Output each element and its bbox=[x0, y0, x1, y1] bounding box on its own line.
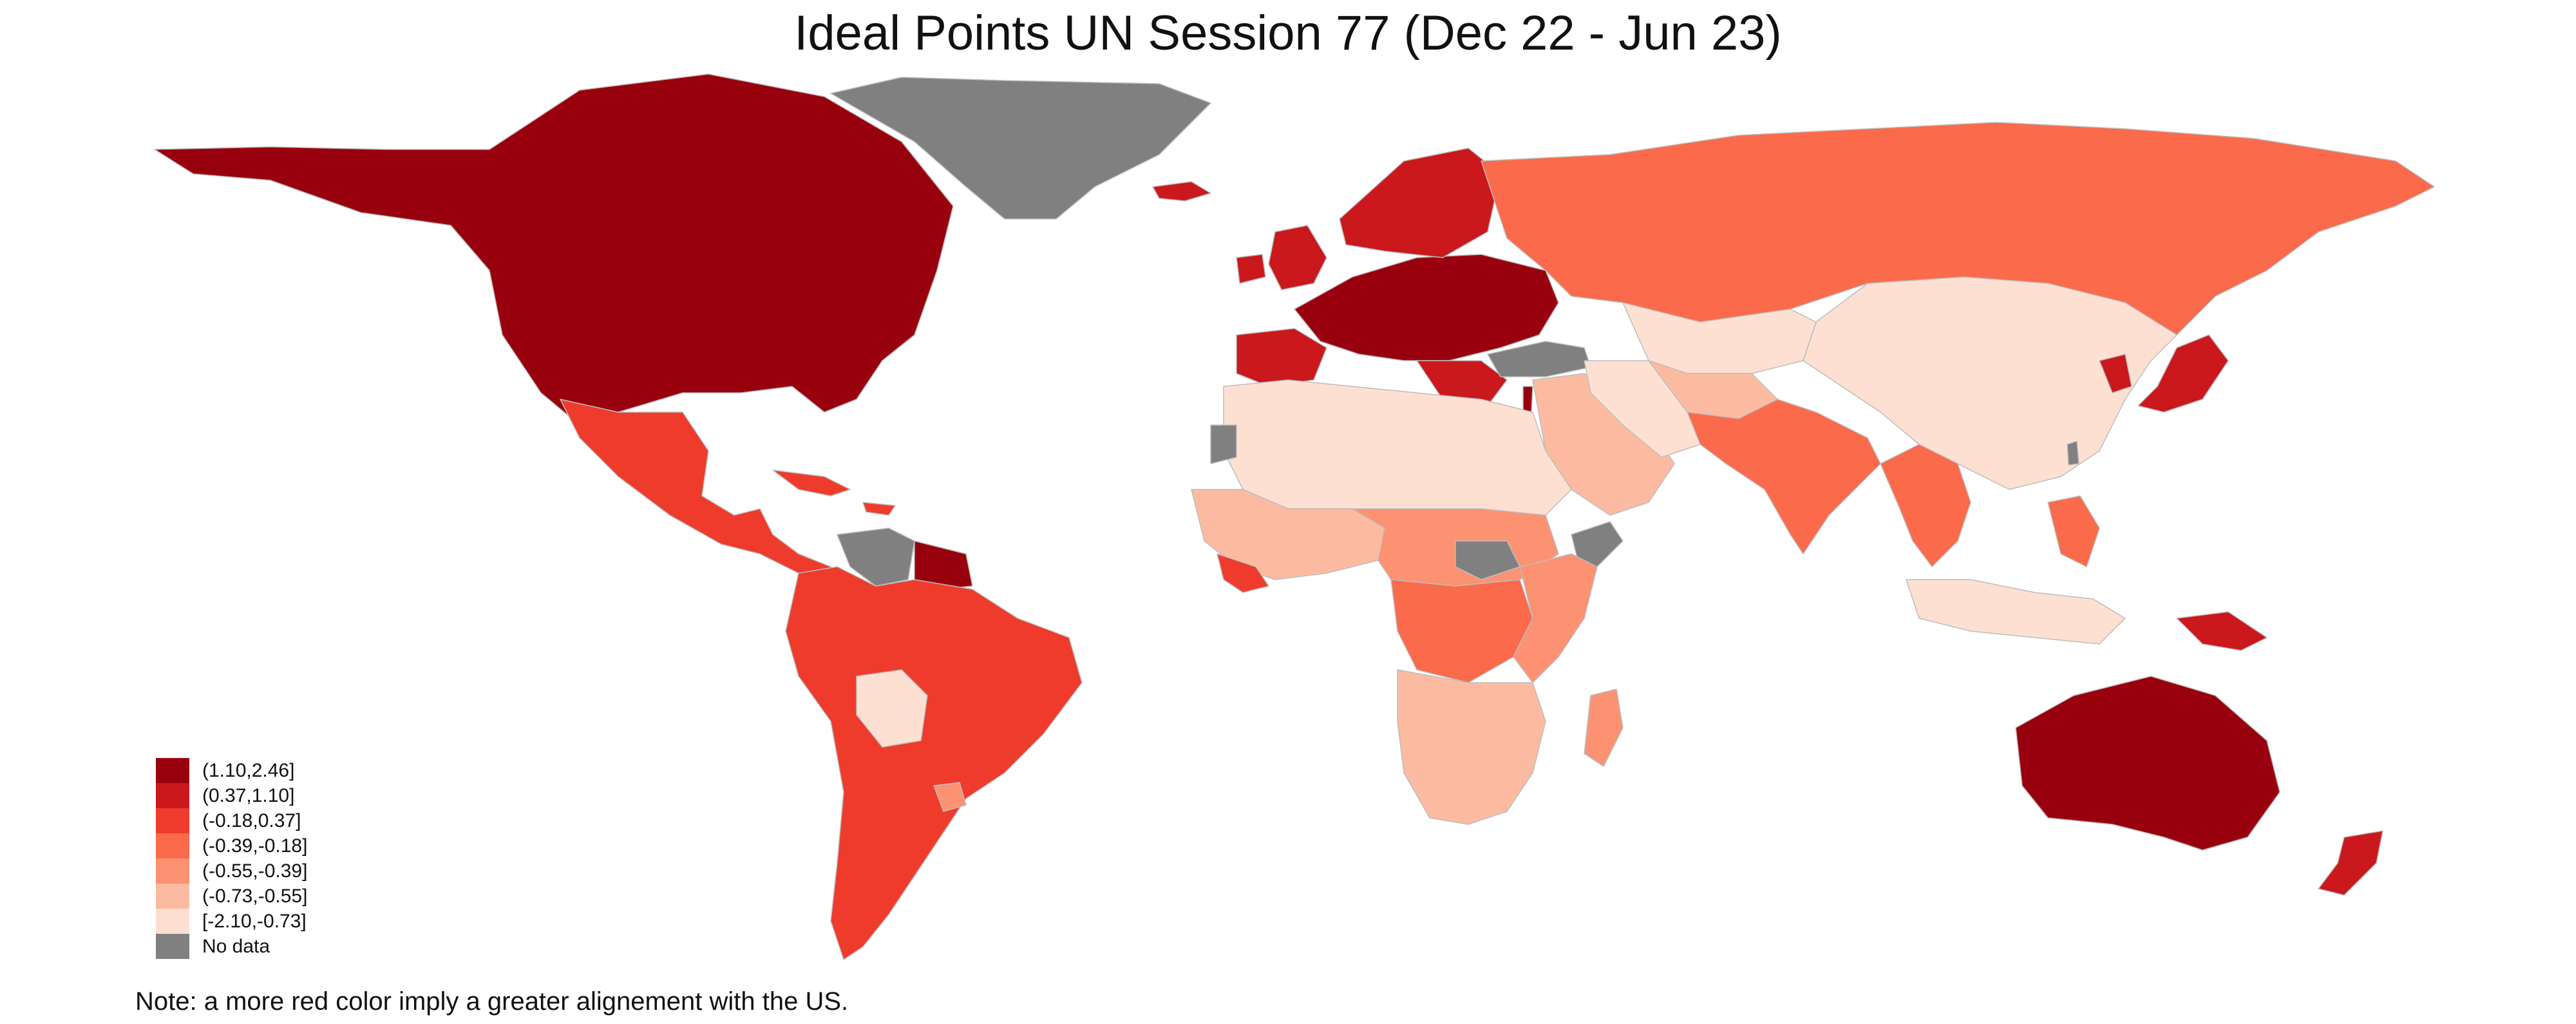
legend-label: (0.37,1.10] bbox=[202, 784, 295, 806]
region-philippines bbox=[2047, 495, 2100, 567]
region-north-africa bbox=[1223, 379, 1572, 516]
legend-swatch bbox=[156, 833, 189, 858]
legend-swatch bbox=[156, 909, 189, 934]
region-western-europe bbox=[1294, 254, 1559, 361]
legend-label: (-0.18,0.37] bbox=[202, 810, 301, 831]
region-iberia bbox=[1236, 328, 1327, 387]
region-papua bbox=[2176, 611, 2268, 651]
map-legend: (1.10,2.46] (0.37,1.10] (-0.18,0.37] (-0… bbox=[156, 758, 307, 959]
region-taiwan bbox=[2067, 441, 2079, 466]
region-gulf-of-guinea bbox=[1217, 553, 1269, 593]
legend-swatch bbox=[156, 884, 189, 909]
map-title: Ideal Points UN Session 77 (Dec 22 - Jun… bbox=[794, 6, 1782, 61]
region-north-america bbox=[154, 73, 954, 426]
legend-item: (-0.55,-0.39] bbox=[156, 858, 307, 884]
region-southern-africa bbox=[1397, 669, 1546, 825]
region-israel bbox=[1522, 386, 1533, 413]
region-scandinavia bbox=[1339, 147, 1501, 258]
region-south-sudan bbox=[1455, 540, 1520, 580]
region-iran bbox=[1584, 360, 1701, 458]
legend-item: (-0.18,0.37] bbox=[156, 808, 307, 833]
legend-item: (-0.73,-0.55] bbox=[156, 884, 307, 909]
legend-label: [-2.10,-0.73] bbox=[202, 910, 307, 932]
legend-item: (0.37,1.10] bbox=[156, 783, 307, 808]
legend-swatch bbox=[156, 858, 189, 884]
legend-item: [-2.10,-0.73] bbox=[156, 909, 307, 934]
legend-label: (-0.73,-0.55] bbox=[202, 885, 308, 907]
region-west-sahara bbox=[1210, 424, 1237, 464]
legend-label: (-0.39,-0.18] bbox=[202, 835, 308, 857]
region-southeast-asia bbox=[1880, 444, 1971, 567]
region-mexico-central-america bbox=[560, 399, 851, 590]
map-note: Note: a more red color imply a greater a… bbox=[135, 987, 849, 1016]
region-uk-ireland bbox=[1236, 225, 1327, 290]
region-caribbean bbox=[772, 469, 896, 516]
region-japan bbox=[2137, 334, 2229, 413]
legend-label: No data bbox=[202, 935, 270, 957]
legend-swatch bbox=[156, 783, 189, 808]
legend-item: No data bbox=[156, 934, 307, 959]
region-australia bbox=[2015, 676, 2280, 851]
legend-label: (1.10,2.46] bbox=[202, 759, 295, 781]
legend-label: (-0.55,-0.39] bbox=[202, 860, 308, 882]
region-uruguay bbox=[933, 782, 967, 812]
legend-item: (-0.39,-0.18] bbox=[156, 833, 307, 858]
region-india-pakistan bbox=[1687, 399, 1881, 555]
region-greenland bbox=[830, 77, 1211, 220]
region-balkans bbox=[1416, 360, 1508, 406]
region-bolivia bbox=[856, 669, 928, 748]
region-china-mongolia bbox=[1803, 276, 2177, 490]
region-korea bbox=[2099, 354, 2132, 393]
legend-swatch bbox=[156, 758, 189, 783]
legend-item: (1.10,2.46] bbox=[156, 758, 307, 783]
region-venezuela bbox=[837, 527, 915, 587]
legend-swatch bbox=[156, 808, 189, 833]
region-indonesia bbox=[1906, 579, 2126, 645]
region-madagascar bbox=[1584, 688, 1624, 767]
region-south-america bbox=[785, 566, 1083, 960]
region-east-africa bbox=[1513, 553, 1598, 683]
region-drc bbox=[1390, 579, 1533, 683]
legend-swatch bbox=[156, 934, 189, 959]
region-iceland bbox=[1152, 181, 1211, 202]
region-new-zealand bbox=[2318, 830, 2383, 896]
